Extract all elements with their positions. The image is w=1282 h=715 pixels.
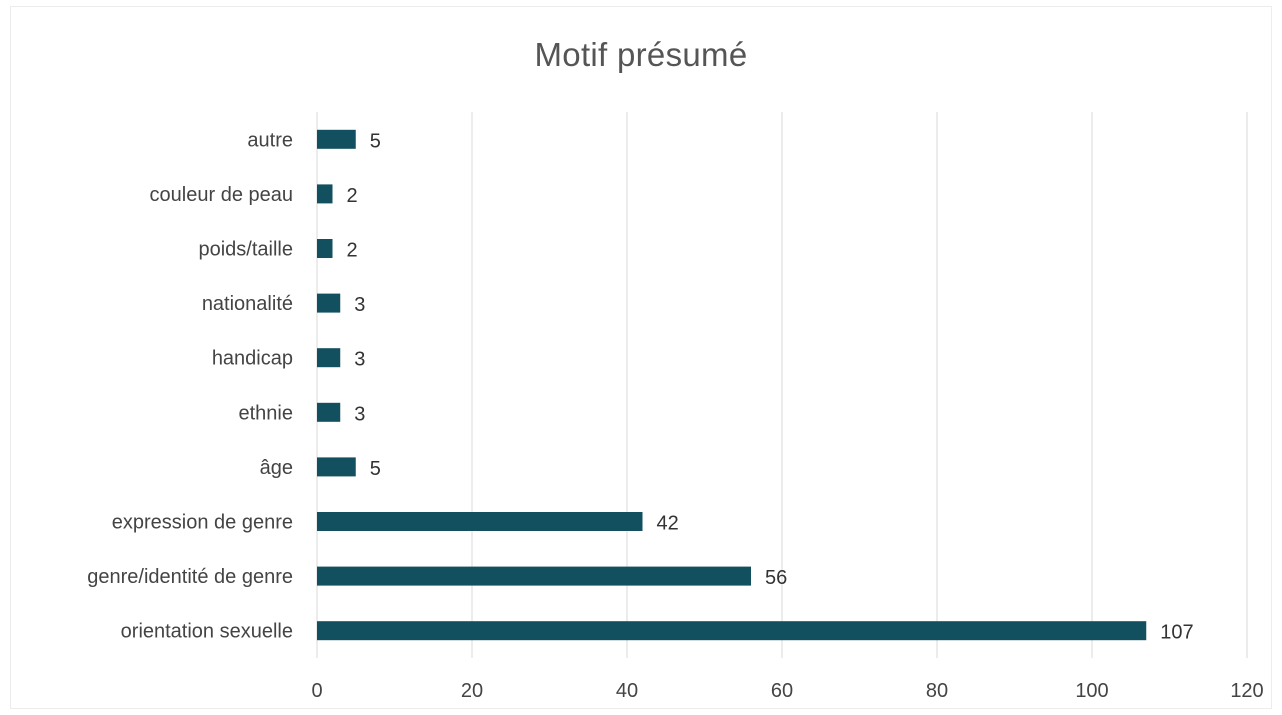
bar (317, 293, 341, 313)
bar (317, 512, 643, 531)
category-label: couleur de peau (150, 184, 293, 206)
category-label: ethnie (239, 402, 294, 424)
x-tick-label: 60 (771, 680, 793, 702)
chart-frame (10, 6, 1272, 709)
data-label: 2 (347, 185, 358, 207)
category-label: nationalité (202, 293, 293, 315)
x-tick-label: 20 (461, 680, 483, 702)
data-label: 56 (765, 567, 787, 589)
data-label: 3 (354, 349, 365, 371)
bar (317, 621, 1147, 641)
bar (317, 348, 341, 368)
bar (317, 239, 333, 258)
bar (317, 129, 356, 149)
data-label: 3 (354, 403, 365, 425)
bar (317, 566, 751, 586)
category-label: poids/taille (198, 239, 293, 261)
category-label: orientation sexuelle (121, 621, 293, 643)
bar (317, 457, 356, 477)
data-label: 107 (1160, 622, 1193, 644)
data-label: 5 (370, 130, 381, 152)
x-tick-label: 40 (616, 680, 638, 702)
data-label: 3 (354, 294, 365, 316)
bar (317, 184, 333, 204)
data-label: 2 (347, 240, 358, 262)
data-label: 42 (657, 513, 679, 535)
bar (317, 402, 341, 422)
x-tick-label: 100 (1075, 680, 1108, 702)
data-label: 5 (370, 458, 381, 480)
category-label: genre/identité de genre (87, 566, 293, 588)
x-tick-label: 80 (926, 680, 948, 702)
chart-title: Motif présumé (534, 36, 748, 73)
category-label: handicap (212, 348, 293, 370)
category-label: âge (260, 457, 293, 479)
category-label: expression de genre (112, 512, 293, 534)
bars-layer (317, 129, 1147, 641)
category-label: autre (247, 129, 293, 151)
labels-layer: 0 20 40 60 80 100 120 orientation sexuelle 107 ge… (87, 129, 1263, 702)
x-tick-label: 0 (311, 680, 322, 702)
x-tick-label: 120 (1230, 680, 1263, 702)
